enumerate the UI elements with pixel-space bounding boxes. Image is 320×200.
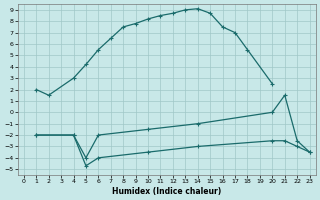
- X-axis label: Humidex (Indice chaleur): Humidex (Indice chaleur): [112, 187, 221, 196]
